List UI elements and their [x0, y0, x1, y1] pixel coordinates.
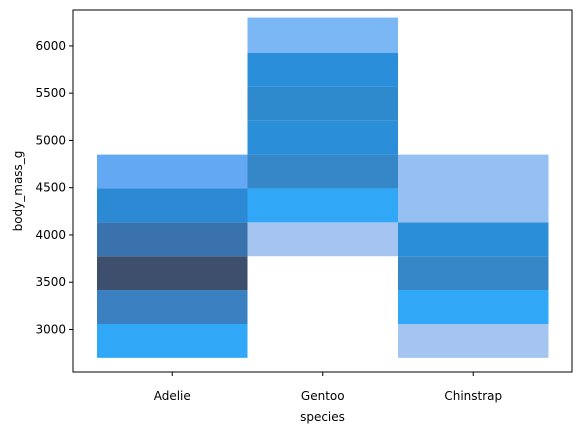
heatmap-bin-chinstrap-13	[398, 323, 549, 358]
heatmap-bin-adelie-5	[97, 154, 248, 189]
heatmap-bin-chinstrap-16	[398, 222, 549, 257]
heatmap-bin-gentoo-11	[247, 53, 398, 87]
heatmap-bin-gentoo-12	[247, 17, 398, 54]
y-tick-label: 4500	[35, 181, 66, 195]
heatmap-bins	[97, 17, 549, 358]
heatmap-bin-gentoo-8	[247, 154, 398, 189]
y-tick-label: 3000	[35, 322, 66, 336]
y-axis-label: body_mass_g	[11, 151, 25, 232]
y-tick-label: 3500	[35, 275, 66, 289]
y-tick-label: 5500	[35, 86, 66, 100]
x-tick-label: Adelie	[154, 389, 191, 403]
y-tick-label: 5000	[35, 133, 66, 147]
x-axis-ticks: Adelie Gentoo Chinstrap	[154, 372, 502, 403]
heatmap-bin-adelie-2	[97, 256, 248, 291]
heatmap-bin-adelie-0	[97, 323, 248, 358]
heatmap-bin-adelie-3	[97, 222, 248, 257]
heatmap-bin-adelie-4	[97, 188, 248, 223]
x-tick-label: Gentoo	[301, 389, 345, 403]
heatmap-bin-gentoo-7	[247, 188, 398, 223]
heatmap-bin-gentoo-10	[247, 86, 398, 121]
heatmap-bin-gentoo-6	[247, 222, 398, 257]
heatmap-bin-chinstrap-15	[398, 256, 549, 291]
y-tick-label: 6000	[35, 39, 66, 53]
heatmap-bin-gentoo-9	[247, 120, 398, 155]
x-tick-label: Chinstrap	[444, 389, 502, 403]
heatmap-bin-chinstrap-14	[398, 290, 549, 324]
heatmap-bin-adelie-1	[97, 290, 248, 324]
y-axis-ticks: 3000 3500 4000 4500 5000 5500 6000	[35, 39, 73, 336]
y-tick-label: 4000	[35, 228, 66, 242]
x-axis-label: species	[300, 410, 345, 424]
heatmap-bin-chinstrap-17	[398, 154, 549, 223]
